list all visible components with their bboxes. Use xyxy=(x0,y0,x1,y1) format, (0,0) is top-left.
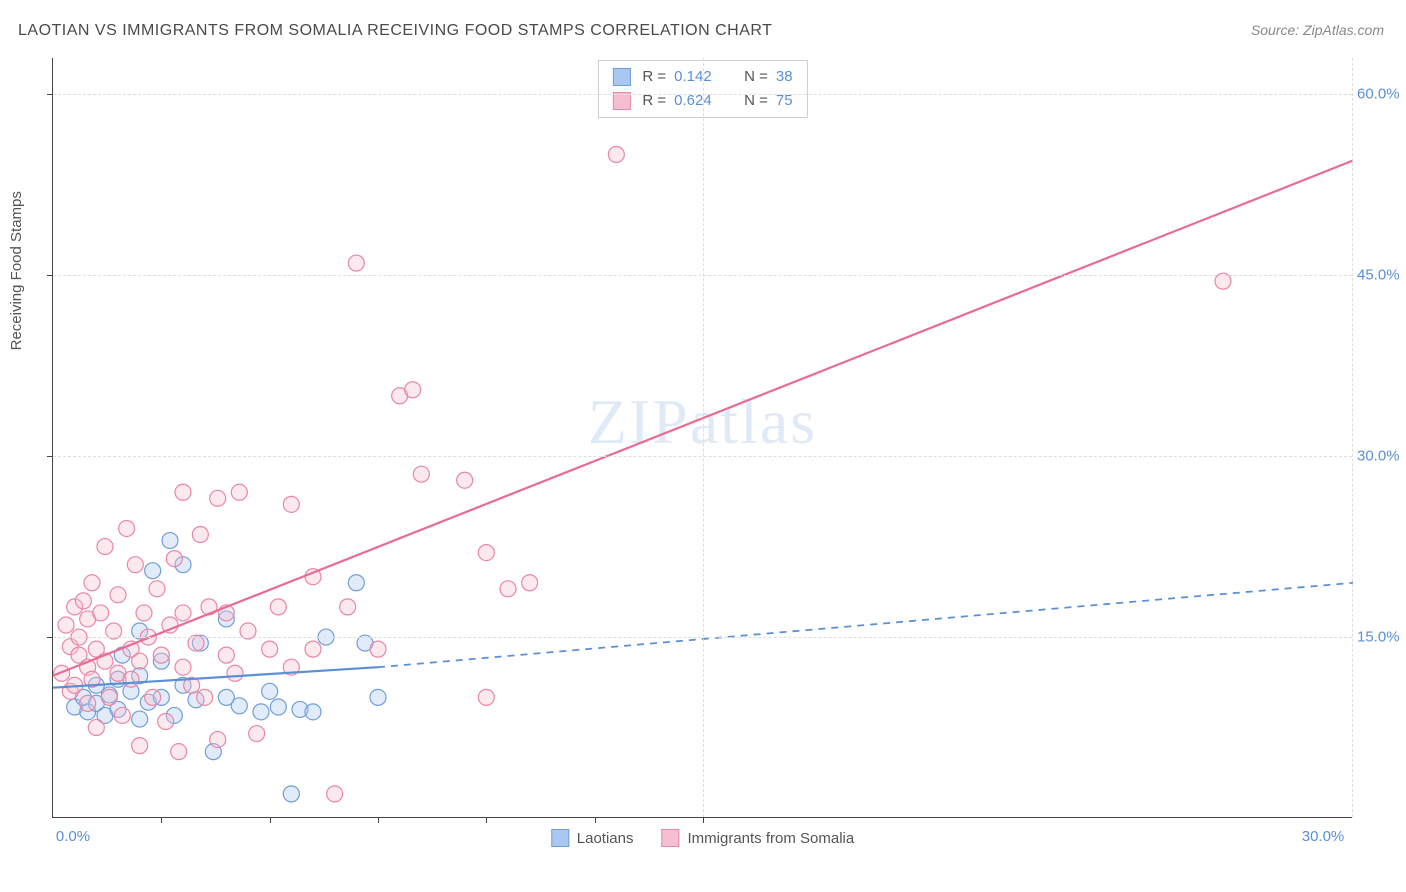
scatter-point xyxy=(405,382,421,398)
scatter-point xyxy=(262,641,278,657)
scatter-point xyxy=(522,575,538,591)
n-value-0: 38 xyxy=(776,65,793,89)
scatter-point xyxy=(283,496,299,512)
scatter-point xyxy=(119,520,135,536)
scatter-point xyxy=(145,689,161,705)
scatter-point xyxy=(197,689,213,705)
y-tick-label: 30.0% xyxy=(1357,448,1406,465)
scatter-point xyxy=(153,647,169,663)
scatter-point xyxy=(93,605,109,621)
scatter-point xyxy=(166,551,182,567)
scatter-point xyxy=(231,698,247,714)
plot-area: ZIPatlas R = 0.142 N = 38 R = 0.624 N = … xyxy=(52,58,1352,818)
scatter-point xyxy=(457,472,473,488)
source-attribution: Source: ZipAtlas.com xyxy=(1251,22,1384,38)
trend-line-solid xyxy=(53,667,378,688)
scatter-point xyxy=(249,726,265,742)
scatter-point xyxy=(270,599,286,615)
scatter-point xyxy=(149,581,165,597)
scatter-point xyxy=(370,689,386,705)
n-value-1: 75 xyxy=(776,89,793,113)
scatter-point xyxy=(305,641,321,657)
scatter-point xyxy=(136,605,152,621)
scatter-point xyxy=(253,704,269,720)
y-axis-label: Receiving Food Stamps xyxy=(8,191,25,350)
chart-title: LAOTIAN VS IMMIGRANTS FROM SOMALIA RECEI… xyxy=(18,22,772,40)
scatter-point xyxy=(348,575,364,591)
swatch-somalia xyxy=(662,829,680,847)
scatter-point xyxy=(218,647,234,663)
scatter-point xyxy=(175,484,191,500)
legend-label-0: Laotians xyxy=(577,830,634,847)
scatter-point xyxy=(97,539,113,555)
y-tick-label: 15.0% xyxy=(1357,629,1406,646)
scatter-point xyxy=(210,490,226,506)
legend-label-1: Immigrants from Somalia xyxy=(688,830,855,847)
scatter-point xyxy=(127,557,143,573)
scatter-point xyxy=(80,695,96,711)
r-value-1: 0.624 xyxy=(674,89,726,113)
scatter-point xyxy=(348,255,364,271)
scatter-point xyxy=(305,704,321,720)
legend-item-0: Laotians xyxy=(551,829,634,847)
legend-bottom: Laotians Immigrants from Somalia xyxy=(551,829,854,847)
scatter-point xyxy=(114,707,130,723)
scatter-point xyxy=(210,732,226,748)
swatch-laotians xyxy=(551,829,569,847)
trend-line-dashed xyxy=(378,583,1353,667)
y-tick-label: 60.0% xyxy=(1357,86,1406,103)
x-tick-label: 30.0% xyxy=(1302,828,1345,845)
scatter-point xyxy=(88,720,104,736)
scatter-point xyxy=(283,786,299,802)
scatter-point xyxy=(171,744,187,760)
scatter-point xyxy=(270,699,286,715)
legend-item-1: Immigrants from Somalia xyxy=(662,829,855,847)
scatter-point xyxy=(101,689,117,705)
scatter-point xyxy=(340,599,356,615)
scatter-point xyxy=(192,527,208,543)
scatter-point xyxy=(500,581,516,597)
scatter-point xyxy=(227,665,243,681)
scatter-point xyxy=(478,545,494,561)
scatter-point xyxy=(110,587,126,603)
scatter-point xyxy=(158,713,174,729)
scatter-point xyxy=(132,738,148,754)
scatter-point xyxy=(608,147,624,163)
r-value-0: 0.142 xyxy=(674,65,726,89)
scatter-point xyxy=(327,786,343,802)
scatter-point xyxy=(175,659,191,675)
scatter-point xyxy=(132,711,148,727)
gridline-v xyxy=(703,58,704,817)
scatter-point xyxy=(162,533,178,549)
scatter-point xyxy=(262,683,278,699)
scatter-point xyxy=(370,641,386,657)
scatter-point xyxy=(75,593,91,609)
scatter-point xyxy=(478,689,494,705)
scatter-point xyxy=(231,484,247,500)
scatter-point xyxy=(123,671,139,687)
scatter-point xyxy=(84,575,100,591)
scatter-point xyxy=(145,563,161,579)
x-tick-label: 0.0% xyxy=(56,828,90,845)
scatter-point xyxy=(413,466,429,482)
scatter-point xyxy=(132,653,148,669)
scatter-point xyxy=(58,617,74,633)
swatch-series-0 xyxy=(612,68,630,86)
scatter-point xyxy=(175,605,191,621)
y-tick-label: 45.0% xyxy=(1357,267,1406,284)
